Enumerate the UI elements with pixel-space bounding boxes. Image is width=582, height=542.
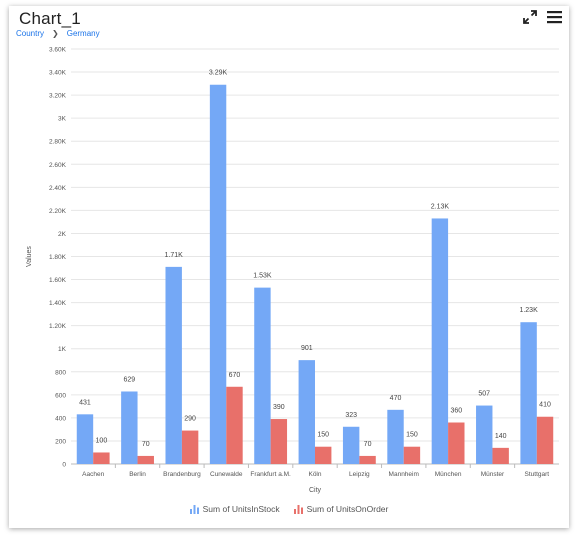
bar-units-in-stock (165, 266, 182, 464)
bar-units-in-stock (298, 360, 315, 464)
y-tick-label: 2.20K (49, 208, 67, 215)
chart-panel: Chart_1 Country ❯ Germany 0 200 400 600 800 1… (9, 6, 569, 528)
bar-units-in-stock (387, 409, 404, 464)
x-tick-label: Aachen (82, 471, 104, 478)
data-label: 901 (301, 345, 313, 352)
data-label: 1.53K (253, 273, 272, 280)
y-tick-label: 3K (58, 116, 67, 123)
x-tick-label: Mannheim (389, 471, 419, 478)
data-label: 150 (406, 432, 418, 439)
x-tick-label: Cunewalde (210, 471, 243, 478)
data-label: 410 (539, 402, 551, 409)
bar-units-on-order (536, 416, 554, 464)
menu-icon[interactable] (547, 10, 562, 24)
bar-chart-icon (189, 504, 199, 514)
data-label: 290 (184, 416, 196, 423)
breadcrumb: Country ❯ Germany (16, 29, 100, 38)
x-tick-label: Münster (481, 471, 505, 478)
bar-units-in-stock (520, 322, 537, 464)
data-label: 100 (96, 437, 108, 444)
bar-units-on-order (226, 386, 243, 464)
data-label: 629 (123, 376, 135, 383)
data-label: 70 (364, 441, 372, 448)
data-label: 507 (478, 391, 490, 398)
y-tick-label: 800 (55, 369, 66, 376)
y-tick-label: 400 (55, 415, 66, 422)
data-label: 3.29K (209, 70, 228, 77)
data-label: 323 (345, 412, 357, 419)
data-label: 360 (450, 408, 462, 415)
bar-chart-icon (293, 504, 303, 514)
y-tick-label: 1K (58, 346, 67, 353)
y-tick-label: 1.20K (49, 323, 67, 330)
y-tick-label: 2.80K (49, 139, 67, 146)
y-tick-label: 1.80K (49, 254, 67, 261)
bar-units-on-order (492, 447, 509, 464)
bar-units-on-order (137, 455, 154, 464)
data-label: 670 (229, 372, 241, 379)
data-label: 431 (79, 399, 91, 406)
data-label: 70 (142, 441, 150, 448)
bar-units-on-order (270, 419, 288, 464)
y-tick-label: 200 (55, 438, 66, 445)
chevron-right-icon: ❯ (52, 29, 59, 38)
breadcrumb-country[interactable]: Country (16, 29, 45, 38)
data-label: 1.71K (165, 252, 184, 259)
y-tick-label: 3.60K (49, 47, 67, 54)
data-label: 2.13K (431, 203, 450, 210)
x-tick-label: Brandenburg (163, 471, 201, 478)
expand-icon[interactable] (523, 10, 537, 24)
x-tick-label: Berlin (129, 471, 146, 478)
y-tick-label: 600 (55, 392, 66, 399)
bar-chart: 0 200 400 600 800 1K 1.20K 1.40K 1.60K 1.80K 2K 2.2… (26, 47, 559, 494)
bar-units-in-stock (254, 287, 271, 464)
legend: Sum of UnitsInStock Sum of UnitsOnOrder (9, 504, 569, 514)
y-tick-label: 2.40K (49, 185, 67, 192)
data-label: 140 (495, 433, 507, 440)
data-label: 1.23K (519, 307, 538, 314)
x-tick-label: Frankfurt a.M. (250, 471, 291, 478)
bar-units-in-stock (76, 414, 94, 464)
y-tick-label: 3.20K (49, 93, 67, 100)
x-tick-label: München (435, 471, 462, 478)
bar-units-on-order (93, 452, 110, 464)
legend-label: Sum of UnitsOnOrder (306, 504, 389, 514)
y-tick-label: 0 (62, 462, 66, 469)
bar-units-on-order (448, 422, 465, 464)
bar-units-in-stock (476, 405, 493, 464)
y-tick-label: 2K (58, 231, 67, 238)
x-tick-label: Stuttgart (525, 471, 550, 478)
data-label: 390 (273, 404, 285, 411)
breadcrumb-germany[interactable]: Germany (66, 29, 100, 38)
bar-units-on-order (403, 446, 421, 464)
legend-label: Sum of UnitsInStock (202, 504, 280, 514)
x-tick-label: Köln (308, 471, 321, 478)
chart-title: Chart_1 (19, 9, 81, 28)
bar-units-in-stock (121, 391, 138, 464)
y-tick-label: 2.60K (49, 162, 67, 169)
legend-item-units-in-stock[interactable]: Sum of UnitsInStock (189, 504, 280, 514)
data-label: 470 (390, 395, 402, 402)
x-tick-label: Leipzig (349, 471, 370, 478)
x-axis-title: City (309, 487, 322, 494)
y-tick-label: 1.40K (49, 300, 67, 307)
legend-item-units-on-order[interactable]: Sum of UnitsOnOrder (293, 504, 389, 514)
bar-units-on-order (359, 455, 376, 464)
bar-units-in-stock (209, 84, 227, 464)
bar-units-in-stock (431, 218, 449, 464)
y-tick-label: 1.60K (49, 277, 67, 284)
bar-units-on-order (181, 430, 199, 464)
bar-units-on-order (315, 446, 332, 464)
toolbar (523, 10, 562, 24)
y-tick-label: 3.40K (49, 70, 67, 77)
y-axis-title: Values (26, 246, 33, 267)
bar-units-in-stock (342, 426, 360, 464)
data-label: 150 (317, 432, 329, 439)
